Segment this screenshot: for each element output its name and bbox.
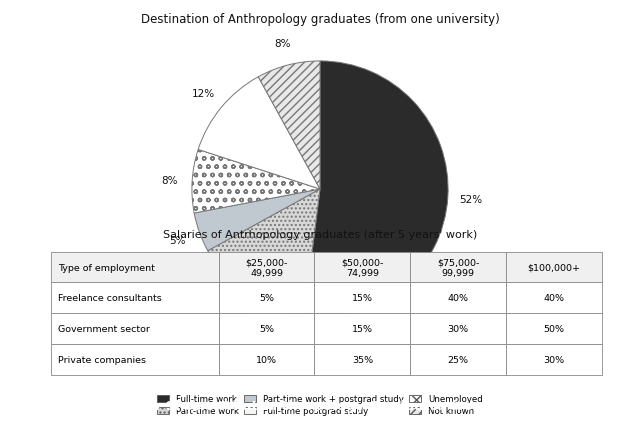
- Text: $100,000+: $100,000+: [527, 263, 580, 272]
- Text: 5%: 5%: [170, 236, 186, 246]
- Text: 5%: 5%: [259, 294, 274, 302]
- Bar: [314, 283, 410, 314]
- Text: $25,000-
49,999: $25,000- 49,999: [245, 258, 288, 277]
- Text: 52%: 52%: [460, 194, 483, 204]
- Text: 25%: 25%: [447, 355, 468, 364]
- Bar: [410, 314, 506, 344]
- Bar: [410, 283, 506, 314]
- Bar: [314, 314, 410, 344]
- Bar: [219, 252, 314, 283]
- Bar: [410, 252, 506, 283]
- Bar: [219, 344, 314, 375]
- Title: Destination of Anthropology graduates (from one university): Destination of Anthropology graduates (f…: [141, 13, 499, 26]
- Wedge shape: [259, 62, 320, 190]
- Bar: [219, 314, 314, 344]
- Legend: Full-time work, Part-time work, Part-time work + postgrad study, Full-time postg: Full-time work, Part-time work, Part-tim…: [157, 394, 483, 415]
- Text: 5%: 5%: [259, 324, 274, 333]
- Text: Private companies: Private companies: [58, 355, 146, 364]
- Bar: [51, 344, 219, 375]
- Text: The Chart Below Shows What Anthropology Graduates from One University: The Chart Below Shows What Anthropology …: [38, 399, 602, 412]
- Text: 8%: 8%: [274, 38, 291, 49]
- Text: 15%: 15%: [223, 309, 246, 319]
- Bar: [51, 314, 219, 344]
- Wedge shape: [304, 62, 448, 317]
- Text: 50%: 50%: [543, 324, 564, 333]
- Wedge shape: [194, 190, 320, 251]
- Text: 30%: 30%: [447, 324, 468, 333]
- Wedge shape: [198, 78, 320, 190]
- Bar: [314, 252, 410, 283]
- Wedge shape: [192, 150, 320, 213]
- Text: 15%: 15%: [352, 324, 372, 333]
- Text: 35%: 35%: [352, 355, 373, 364]
- Text: 15%: 15%: [352, 294, 372, 302]
- Text: 12%: 12%: [192, 89, 215, 98]
- Text: 40%: 40%: [447, 294, 468, 302]
- Text: 40%: 40%: [543, 294, 564, 302]
- Text: 30%: 30%: [543, 355, 564, 364]
- Text: 10%: 10%: [256, 355, 277, 364]
- Text: $50,000-
74,999: $50,000- 74,999: [341, 258, 383, 277]
- Bar: [506, 283, 602, 314]
- Wedge shape: [208, 190, 320, 317]
- Text: 8%: 8%: [161, 175, 177, 185]
- Text: Salaries of Antrhopology graduates (after 5 years' work): Salaries of Antrhopology graduates (afte…: [163, 230, 477, 240]
- Bar: [506, 344, 602, 375]
- Bar: [314, 344, 410, 375]
- Bar: [506, 252, 602, 283]
- Bar: [51, 252, 219, 283]
- Bar: [506, 314, 602, 344]
- Text: Government sector: Government sector: [58, 324, 150, 333]
- Bar: [219, 283, 314, 314]
- Bar: [410, 344, 506, 375]
- Text: Type of employment: Type of employment: [58, 263, 154, 272]
- Bar: [51, 283, 219, 314]
- Text: Freelance consultants: Freelance consultants: [58, 294, 161, 302]
- Text: $75,000-
99,999: $75,000- 99,999: [437, 258, 479, 277]
